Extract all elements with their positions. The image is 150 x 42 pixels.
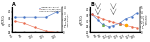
Text: B: B — [90, 2, 94, 7]
Y-axis label: SARS-CoV-2
log10 RNA/
100 cells: SARS-CoV-2 log10 RNA/ 100 cells — [144, 14, 148, 25]
Legend: Legionella spp. qPCR Ct, SARS-CoV-2 2 RNA (log10), Serum quantitative Ct test: Legionella spp. qPCR Ct, SARS-CoV-2 2 RN… — [39, 7, 61, 12]
Y-axis label: SARS-CoV-2
log10 RNA/mL: SARS-CoV-2 log10 RNA/mL — [66, 13, 69, 27]
Y-axis label: qPCR Ct: qPCR Ct — [2, 15, 6, 25]
Text: A: A — [12, 2, 16, 7]
Y-axis label: qPCR Ct: qPCR Ct — [80, 15, 84, 25]
